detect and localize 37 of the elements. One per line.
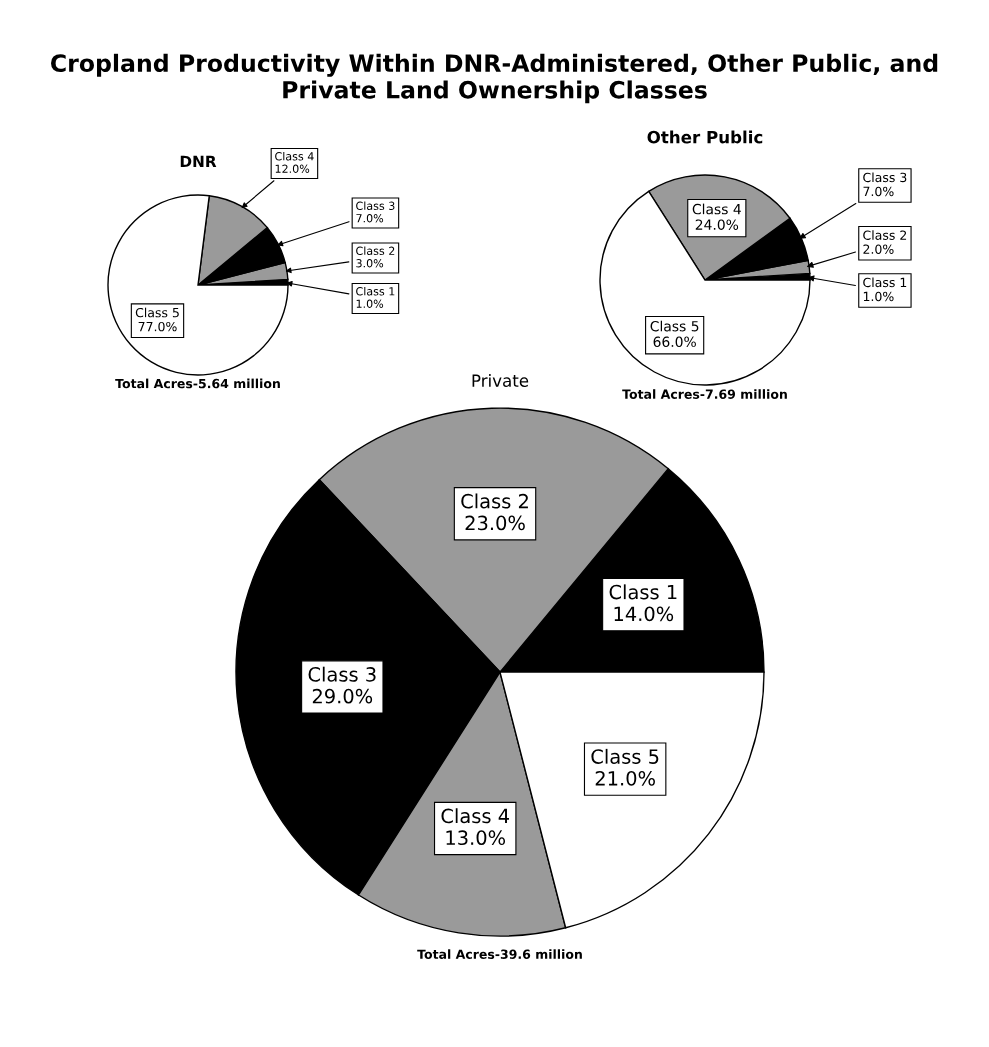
chart-title: Private	[472, 374, 529, 387]
slice-label: Class 1	[863, 277, 907, 288]
slice-label: Class 5	[591, 748, 659, 764]
chart-title: DNR	[180, 155, 217, 167]
data-label: 1.0%	[356, 299, 384, 308]
slice-label: Class 4	[692, 203, 741, 215]
data-label: 7.0%	[863, 186, 894, 197]
data-label: 13.0%	[446, 830, 506, 846]
slice-label: Class 2	[863, 230, 907, 240]
data-label: 14.0%	[614, 606, 674, 622]
slice-label: Class 2	[356, 246, 395, 255]
data-label: 12.0%	[275, 164, 310, 173]
data-label: 2.0%	[863, 244, 894, 254]
data-label: 3.0%	[356, 259, 384, 268]
slice-label: Class 1	[356, 286, 395, 296]
text: Cropland Productivity Within DNR-Administered, Other Public, and Private Land Ownership Classes	[51, 53, 938, 104]
chart-title: Other Public	[647, 130, 763, 144]
data-label: 24.0%	[695, 219, 739, 230]
slice-label: Class 4	[441, 808, 509, 824]
data-label: 7.0%	[356, 214, 384, 223]
slice-label: Class 2	[461, 493, 528, 509]
data-label: 1.0%	[863, 291, 894, 302]
slice-label: Class 4	[275, 151, 314, 161]
text: Total Acres-7.69 million	[622, 389, 787, 399]
text: Total Acres-5.64 million	[115, 378, 280, 389]
slice-label: Class 1	[609, 584, 677, 600]
slice-label: Class 5	[135, 307, 179, 318]
data-label: 29.0%	[312, 688, 373, 704]
slice-label: Class 3	[356, 201, 395, 210]
text: Total Acres-39.6 million	[417, 949, 582, 959]
data-label: 77.0%	[138, 321, 177, 332]
slice-label: Class 3	[863, 172, 907, 183]
data-label: 23.0%	[465, 515, 525, 531]
data-label: 66.0%	[653, 336, 696, 348]
data-label: 21.0%	[595, 770, 655, 786]
slice-label: Class 5	[650, 320, 699, 332]
slice-label: Class 3	[308, 666, 376, 682]
